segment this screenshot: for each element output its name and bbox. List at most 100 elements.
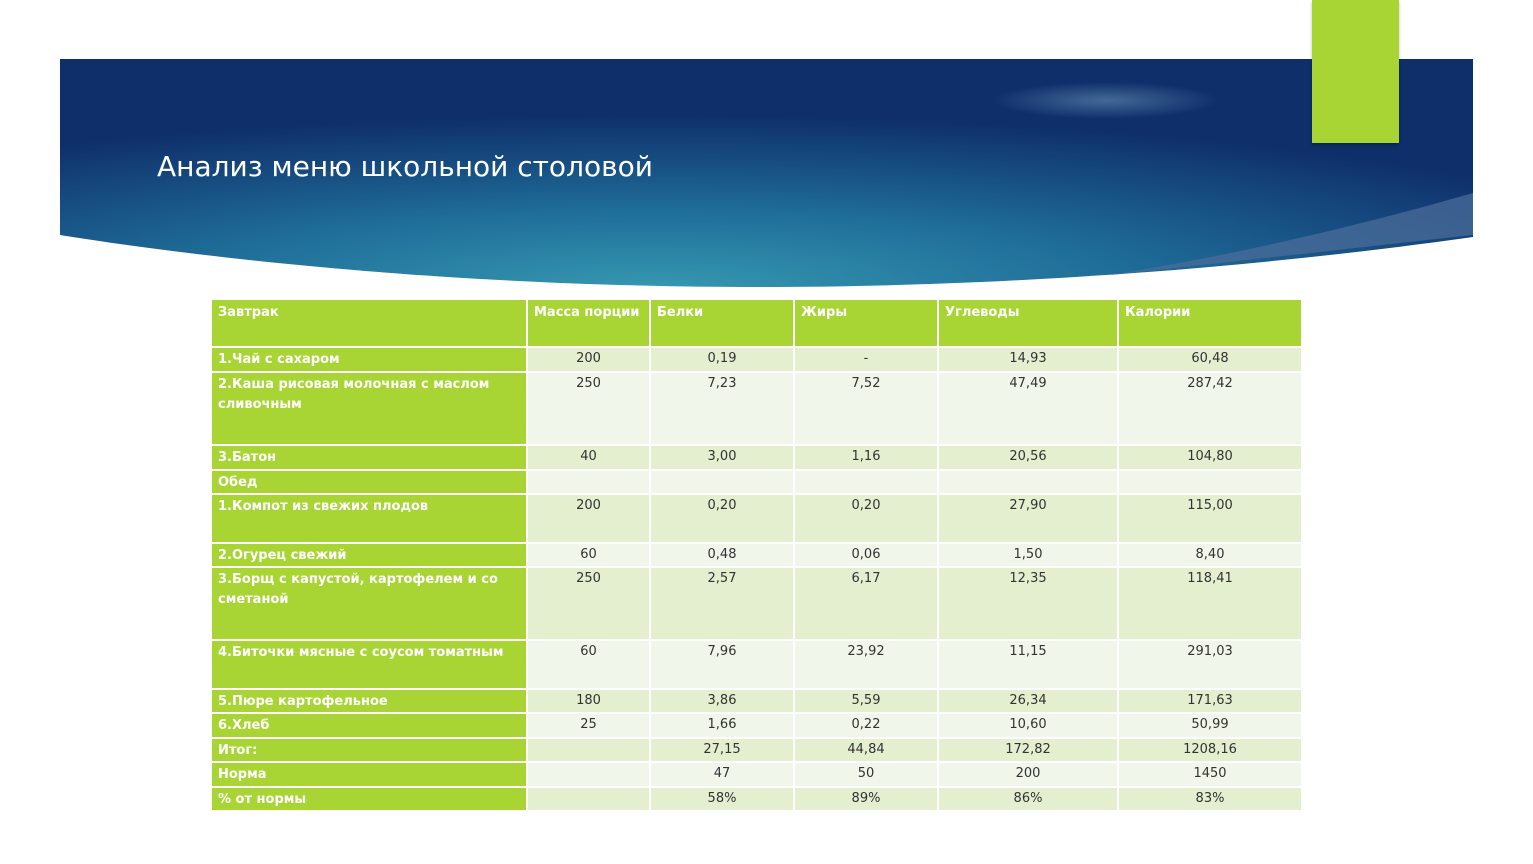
value-cell: 291,03	[1119, 641, 1303, 690]
value-cell: 10,60	[939, 714, 1119, 739]
dish-name-cell: 2.Каша рисовая молочная с маслом сливочн…	[212, 373, 528, 446]
value-cell	[651, 471, 795, 495]
value-cell: 1208,16	[1119, 739, 1303, 763]
value-cell	[939, 471, 1119, 495]
section-label-cell: Обед	[212, 471, 528, 495]
value-cell	[528, 788, 651, 812]
value-cell: 89%	[795, 788, 939, 812]
value-cell: 3,86	[651, 690, 795, 714]
table-row: Итог: 27,15 44,84 172,82 1208,16	[212, 739, 1303, 763]
value-cell: 7,52	[795, 373, 939, 446]
header-cell: Завтрак	[212, 300, 528, 348]
slide-title: Анализ меню школьной столовой	[157, 150, 653, 183]
header-cell: Жиры	[795, 300, 939, 348]
table-row: % от нормы 58% 89% 86% 83%	[212, 788, 1303, 812]
value-cell: 3,00	[651, 446, 795, 471]
value-cell: 7,96	[651, 641, 795, 690]
dish-name-cell: 2.Огурец свежий	[212, 544, 528, 568]
dish-name-cell: 3.Борщ с капустой, картофелем и со смета…	[212, 568, 528, 641]
value-cell: 104,80	[1119, 446, 1303, 471]
dish-name-cell: 1.Чай с сахаром	[212, 348, 528, 373]
value-cell	[1119, 471, 1303, 495]
value-cell: 11,15	[939, 641, 1119, 690]
dish-name-cell: 3.Батон	[212, 446, 528, 471]
value-cell: 7,23	[651, 373, 795, 446]
value-cell: 47,49	[939, 373, 1119, 446]
value-cell: 8,40	[1119, 544, 1303, 568]
value-cell: 0,06	[795, 544, 939, 568]
table-row: 5.Пюре картофельное 180 3,86 5,59 26,34 …	[212, 690, 1303, 714]
table-row: 1.Чай с сахаром 200 0,19 - 14,93 60,48	[212, 348, 1303, 373]
table-row: Норма 47 50 200 1450	[212, 763, 1303, 788]
value-cell: 0,20	[651, 495, 795, 544]
value-cell	[528, 763, 651, 788]
value-cell: 50	[795, 763, 939, 788]
table-row: 2.Каша рисовая молочная с маслом сливочн…	[212, 373, 1303, 446]
header-cell: Калории	[1119, 300, 1303, 348]
table-row: 2.Огурец свежий 60 0,48 0,06 1,50 8,40	[212, 544, 1303, 568]
value-cell: 1,50	[939, 544, 1119, 568]
value-cell: 50,99	[1119, 714, 1303, 739]
value-cell: 40	[528, 446, 651, 471]
value-cell: 14,93	[939, 348, 1119, 373]
table-row: 3.Батон 40 3,00 1,16 20,56 104,80	[212, 446, 1303, 471]
total-label-cell: Итог:	[212, 739, 528, 763]
table-row: Обед	[212, 471, 1303, 495]
value-cell: 118,41	[1119, 568, 1303, 641]
value-cell: 1,66	[651, 714, 795, 739]
header-row: Завтрак Масса порции Белки Жиры Углеводы…	[212, 300, 1303, 348]
value-cell: 6,17	[795, 568, 939, 641]
norm-label-cell: Норма	[212, 763, 528, 788]
table-row: 1.Компот из свежих плодов 200 0,20 0,20 …	[212, 495, 1303, 544]
value-cell: 5,59	[795, 690, 939, 714]
dish-name-cell: 4.Биточки мясные с соусом томатным	[212, 641, 528, 690]
value-cell: 115,00	[1119, 495, 1303, 544]
value-cell: 44,84	[795, 739, 939, 763]
value-cell: 60	[528, 641, 651, 690]
table-row: 3.Борщ с капустой, картофелем и со смета…	[212, 568, 1303, 641]
value-cell: 60	[528, 544, 651, 568]
value-cell: 172,82	[939, 739, 1119, 763]
value-cell: 287,42	[1119, 373, 1303, 446]
value-cell: 0,19	[651, 348, 795, 373]
value-cell: 60,48	[1119, 348, 1303, 373]
value-cell	[528, 471, 651, 495]
value-cell: 83%	[1119, 788, 1303, 812]
value-cell: 20,56	[939, 446, 1119, 471]
value-cell: 25	[528, 714, 651, 739]
value-cell: 1,16	[795, 446, 939, 471]
value-cell: 86%	[939, 788, 1119, 812]
value-cell: 250	[528, 568, 651, 641]
value-cell	[528, 739, 651, 763]
value-cell: -	[795, 348, 939, 373]
dish-name-cell: 6.Хлеб	[212, 714, 528, 739]
accent-tab	[1312, 0, 1399, 143]
value-cell: 26,34	[939, 690, 1119, 714]
dish-name-cell: 5.Пюре картофельное	[212, 690, 528, 714]
percent-label-cell: % от нормы	[212, 788, 528, 812]
value-cell: 180	[528, 690, 651, 714]
header-cell: Масса порции	[528, 300, 651, 348]
table-row: 6.Хлеб 25 1,66 0,22 10,60 50,99	[212, 714, 1303, 739]
value-cell: 200	[939, 763, 1119, 788]
value-cell: 200	[528, 348, 651, 373]
value-cell: 200	[528, 495, 651, 544]
menu-table: Завтрак Масса порции Белки Жиры Углеводы…	[212, 300, 1303, 812]
value-cell: 47	[651, 763, 795, 788]
value-cell	[795, 471, 939, 495]
value-cell: 27,15	[651, 739, 795, 763]
value-cell: 0,22	[795, 714, 939, 739]
value-cell: 1450	[1119, 763, 1303, 788]
value-cell: 27,90	[939, 495, 1119, 544]
value-cell: 58%	[651, 788, 795, 812]
title-banner	[60, 59, 1473, 289]
header-cell: Углеводы	[939, 300, 1119, 348]
table-row: 4.Биточки мясные с соусом томатным 60 7,…	[212, 641, 1303, 690]
dish-name-cell: 1.Компот из свежих плодов	[212, 495, 528, 544]
value-cell: 0,20	[795, 495, 939, 544]
value-cell: 171,63	[1119, 690, 1303, 714]
value-cell: 2,57	[651, 568, 795, 641]
value-cell: 250	[528, 373, 651, 446]
header-cell: Белки	[651, 300, 795, 348]
